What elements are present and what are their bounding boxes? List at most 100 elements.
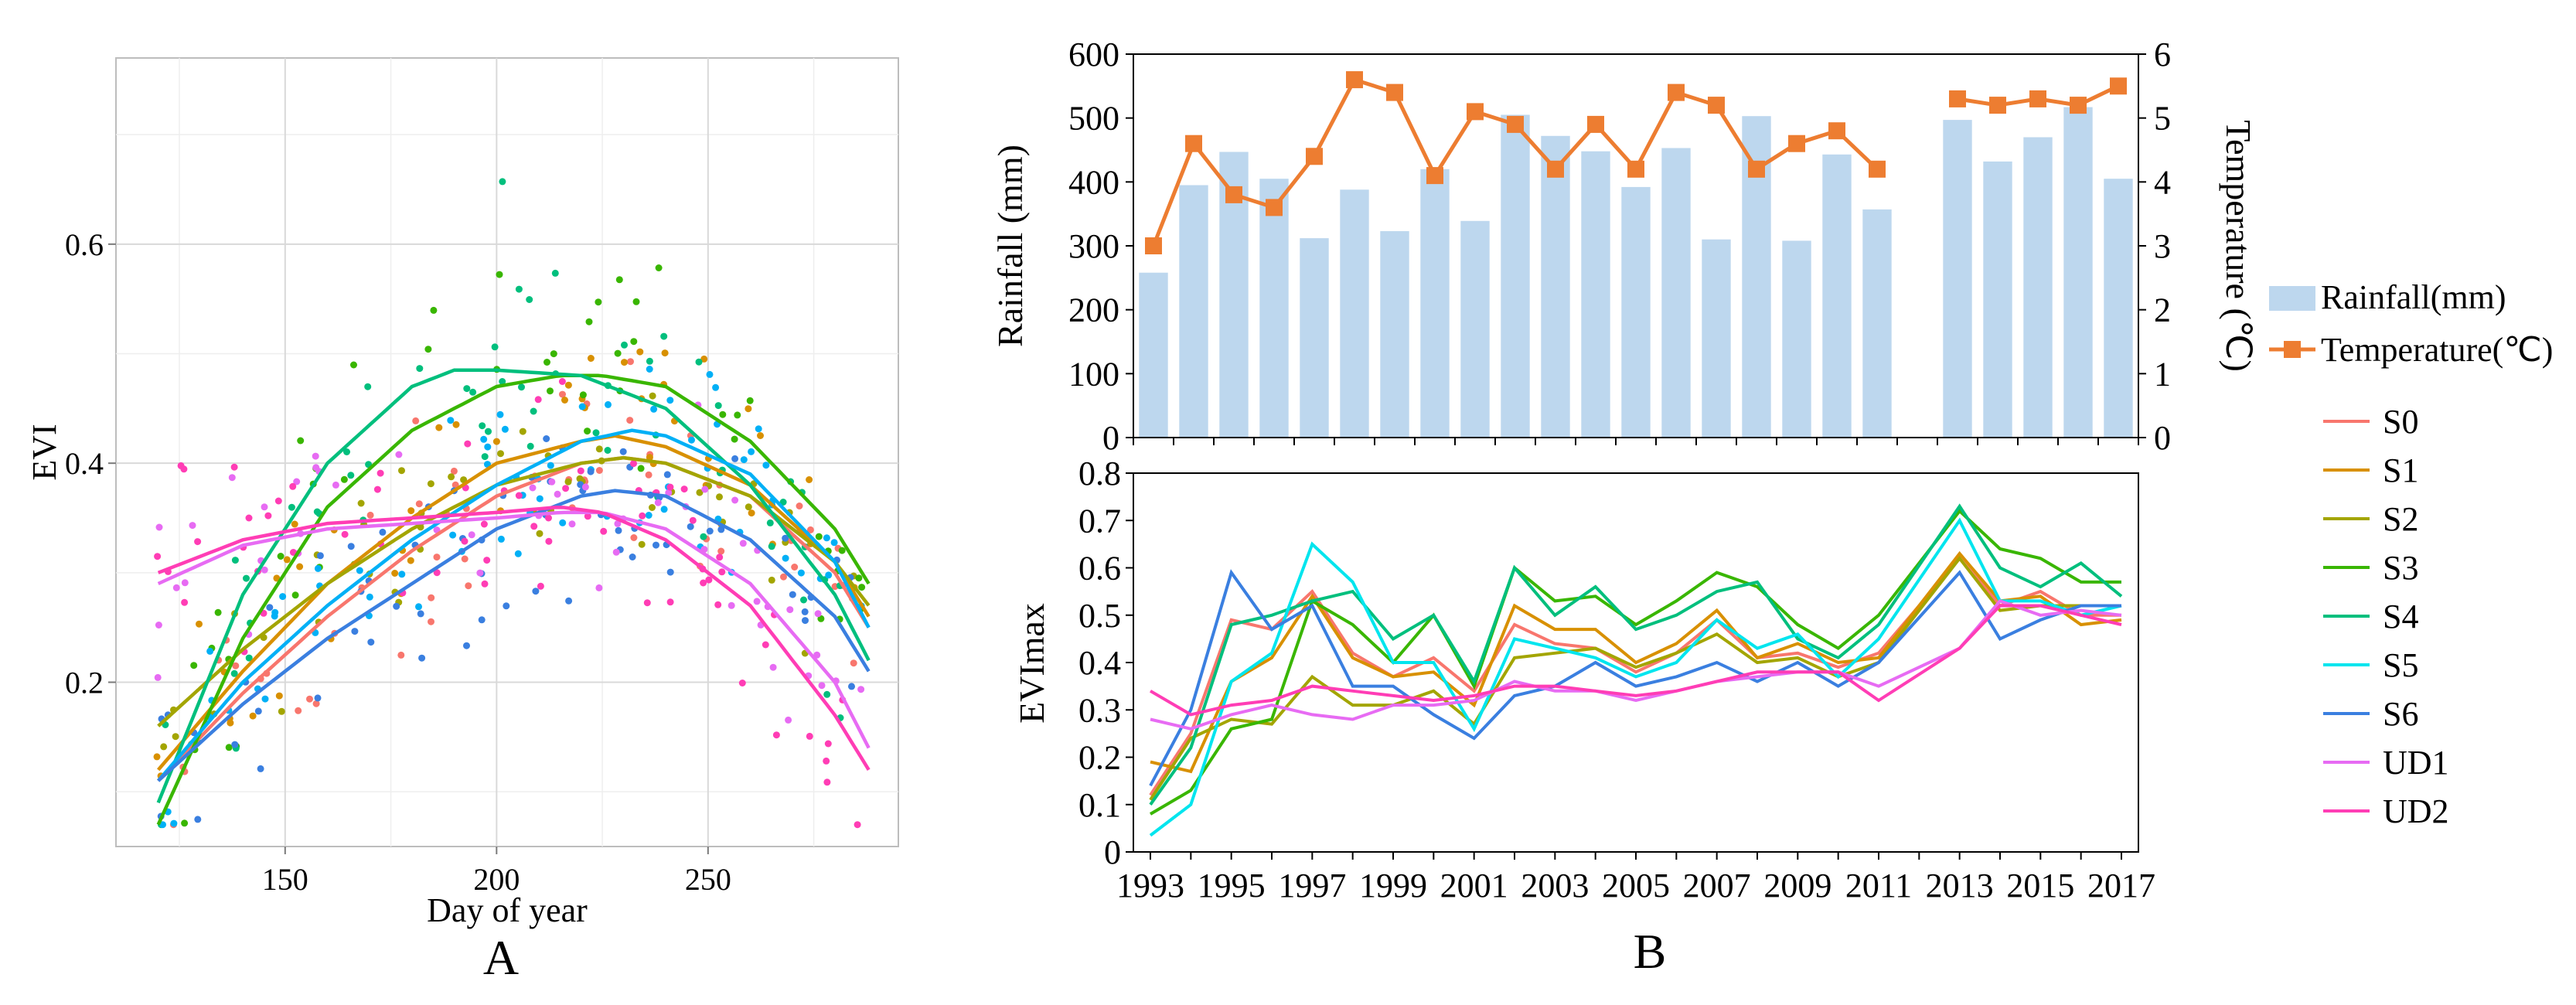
evimax-tick-label-4: 0.4 — [1078, 644, 1121, 682]
a-point-ud1-23-1 — [548, 478, 556, 485]
rainfall-tick-label-2: 200 — [1068, 291, 1119, 329]
year-tick-label-2017: 2017 — [2087, 867, 2155, 904]
a-point-s6-34-0 — [731, 455, 739, 462]
a-point-s6-19-0 — [478, 616, 486, 624]
a-point-s6-24-0 — [565, 597, 573, 605]
a-point-s5-19-2 — [484, 443, 492, 451]
a-point-ud2-33-1 — [716, 554, 724, 561]
a-point-s2-1-1 — [172, 733, 179, 741]
a-point-s5-30-1 — [660, 506, 668, 513]
a-ytick-label-0: 0.2 — [65, 666, 104, 700]
a-point-s6-23-0 — [543, 435, 550, 442]
a-point-ud1-23-0 — [554, 490, 561, 498]
a-point-s4-39-1 — [823, 690, 831, 698]
a-point-s0-17-1 — [450, 467, 458, 475]
a-ytick-label-2: 0.6 — [65, 227, 104, 262]
a-point-s1-25-1 — [587, 355, 595, 362]
a-point-ud2-19-1 — [480, 520, 488, 528]
a-point-s0-16-0 — [428, 618, 434, 625]
a-point-ud2-16-0 — [433, 569, 441, 577]
a-point-s6-14-0 — [393, 602, 400, 610]
a-point-s6-33-0 — [717, 526, 725, 533]
a-point-s4-23-1 — [551, 269, 559, 277]
a-point-s5-0-1 — [159, 821, 166, 829]
a-point-s4-12-0 — [364, 383, 372, 390]
rainfall-bar-2013 — [1943, 120, 1972, 438]
a-point-ud1-25-0 — [581, 483, 589, 491]
a-point-ud1-34-0 — [739, 540, 747, 547]
legend-label-s5: S5 — [2383, 646, 2418, 684]
rainfall-tick-label-3: 300 — [1068, 227, 1119, 265]
temperature-tick-label-1: 1 — [2154, 355, 2171, 393]
panel-a-ylabel: EVI — [26, 424, 63, 480]
a-point-s0-9-1 — [306, 695, 313, 703]
a-point-s3-39-2 — [817, 615, 825, 622]
temperature-marker-2015 — [2029, 90, 2046, 107]
temperature-tick-label-5: 5 — [2154, 100, 2171, 138]
a-point-s4-32-0 — [695, 358, 703, 366]
a-point-s5-15-0 — [415, 603, 422, 611]
a-point-s6-12-2 — [367, 639, 375, 646]
a-point-s1-7-1 — [275, 692, 283, 700]
a-point-ud1-1-1 — [172, 584, 180, 591]
year-tick-label-1999: 1999 — [1359, 867, 1427, 904]
a-point-s3-1-0 — [181, 819, 189, 827]
a-point-s4-27-0 — [621, 341, 628, 349]
a-point-ud2-18-1 — [464, 440, 472, 448]
a-point-s0-33-1 — [717, 547, 725, 555]
a-point-s2-29-0 — [649, 504, 656, 511]
legend-label-ud1: UD1 — [2383, 744, 2449, 782]
a-point-s2-0-0 — [160, 743, 168, 751]
a-point-s1-20-1 — [492, 438, 500, 445]
a-point-s6-9-1 — [314, 694, 322, 702]
a-point-s3-16-0 — [430, 306, 438, 314]
a-point-ud1-22-0 — [529, 484, 537, 492]
rainfall-tick-label-4: 400 — [1068, 163, 1119, 201]
a-point-ud2-30-1 — [666, 483, 674, 491]
evimax-tick-label-3: 0.3 — [1078, 691, 1121, 729]
a-point-s3-27-2 — [614, 349, 622, 357]
evimax-tick-label-5: 0.5 — [1078, 597, 1121, 635]
a-point-s3-28-1 — [637, 465, 645, 472]
a-point-ud1-32-1 — [701, 485, 709, 493]
a-point-ud2-38-0 — [806, 732, 813, 740]
a-point-s0-14-0 — [397, 651, 405, 659]
year-tick-label-2005: 2005 — [1602, 867, 1670, 904]
a-point-s1-0-1 — [153, 753, 161, 761]
a-point-s4-18-1 — [469, 388, 477, 396]
a-point-ud1-6-2 — [261, 503, 268, 511]
a-point-s3-29-0 — [655, 264, 663, 271]
panel-a: 150 200 250 0.2 0.4 0.6 Day of year EVI A — [26, 57, 899, 985]
a-point-ud2-32-0 — [700, 579, 707, 587]
a-point-ud2-13-0 — [377, 469, 384, 477]
a-fit-curve-s3 — [156, 373, 871, 826]
a-point-s5-29-1 — [645, 512, 653, 519]
rainfall-bar-1997 — [1300, 238, 1329, 438]
evimax-axis-label: EVImax — [1012, 603, 1051, 724]
legend-label-s1: S1 — [2383, 451, 2418, 489]
a-point-s5-29-0 — [646, 366, 653, 373]
a-point-s6-32-0 — [706, 527, 714, 535]
a-point-ud2-24-0 — [562, 485, 570, 492]
a-point-s0-8-0 — [295, 707, 302, 714]
a-point-ud2-25-1 — [584, 513, 591, 520]
a-point-ud2-4-0 — [230, 463, 238, 471]
a-point-ud2-33-2 — [714, 601, 722, 608]
rainfall-tick-label-5: 500 — [1068, 100, 1119, 138]
temperature-marker-1996 — [1266, 199, 1283, 216]
a-point-ud1-27-2 — [612, 548, 620, 556]
a-point-ud2-18-0 — [461, 537, 469, 545]
evimax-tick-label-7: 0.7 — [1078, 502, 1121, 540]
rainfall-bar-2017 — [2104, 179, 2133, 438]
rainfall-tick-label-1: 100 — [1068, 355, 1119, 393]
a-point-s3-39-1 — [815, 533, 823, 540]
a-point-s5-20-0 — [501, 425, 509, 433]
a-point-s4-19-2 — [481, 453, 489, 461]
temperature-marker-2008 — [1748, 160, 1765, 178]
a-ytick-label-1: 0.4 — [65, 446, 104, 481]
a-point-s3-28-0 — [632, 298, 640, 305]
a-point-ud2-2-0 — [194, 538, 202, 546]
a-point-s4-22-1 — [530, 407, 537, 415]
a-point-s4-33-0 — [714, 402, 722, 410]
legend-label-s0: S0 — [2383, 403, 2418, 441]
